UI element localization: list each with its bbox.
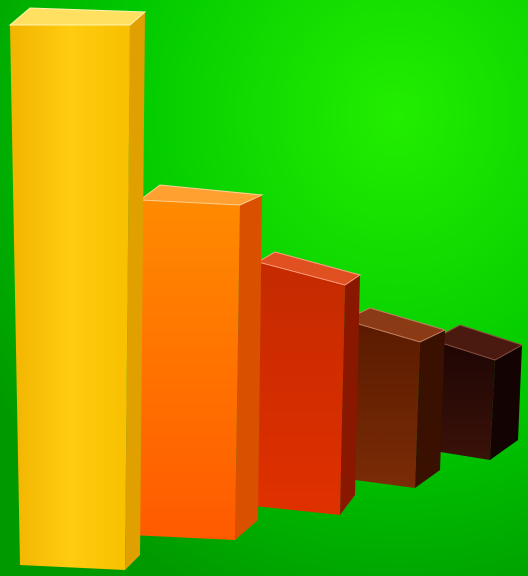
bar-front	[428, 340, 495, 460]
bar-side	[235, 195, 262, 540]
bar-side	[125, 12, 145, 570]
bar-top	[8, 7, 147, 26]
bar-3	[245, 251, 362, 515]
bar-front	[130, 200, 240, 540]
bar-side	[490, 345, 522, 460]
bar-top	[256, 251, 362, 286]
bar-top	[430, 324, 524, 361]
bar-side	[415, 330, 445, 488]
bar-5	[428, 324, 524, 460]
bar-top	[138, 184, 264, 206]
bar-front	[245, 262, 345, 515]
bar-front	[10, 25, 130, 570]
bar-top	[343, 307, 447, 343]
bar-front	[340, 320, 420, 488]
bar-side	[340, 275, 360, 515]
bar-2	[130, 184, 264, 540]
bar-1	[8, 7, 147, 570]
bar-4	[340, 307, 447, 488]
